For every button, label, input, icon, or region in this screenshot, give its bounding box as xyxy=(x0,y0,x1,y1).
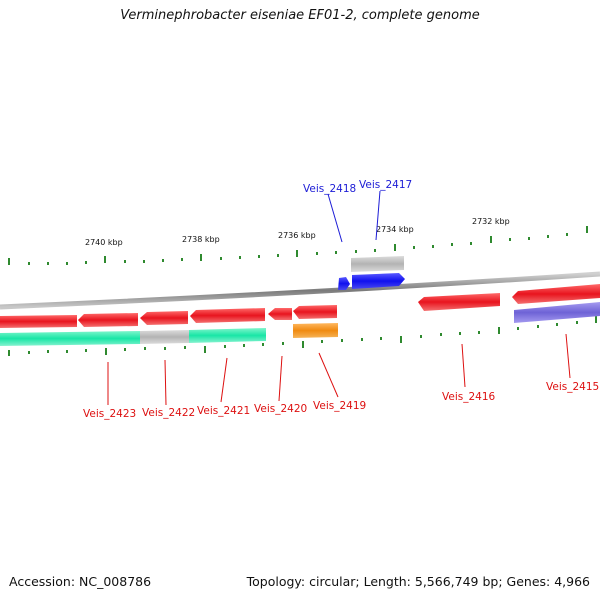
upper-tick-row xyxy=(8,226,588,265)
gene-veis-2421[interactable] xyxy=(140,311,188,325)
gene-veis-2420[interactable] xyxy=(268,308,292,320)
genome-stats: Topology: circular; Length: 5,566,749 bp… xyxy=(246,574,590,589)
scale-label-2734: 2734 kbp xyxy=(376,225,414,234)
gene-veis-2423-cyan[interactable] xyxy=(0,331,140,346)
gene-veis-2418[interactable] xyxy=(338,277,350,290)
scale-label-2738: 2738 kbp xyxy=(182,235,220,244)
gene-veis-2416[interactable] xyxy=(418,293,500,311)
label-veis-2423[interactable]: Veis_2423 xyxy=(83,408,136,420)
label-veis-2415[interactable]: Veis_2415 xyxy=(546,381,599,393)
label-veis-2416[interactable]: Veis_2416 xyxy=(442,391,496,403)
label-veis-2419[interactable]: Veis_2419 xyxy=(313,400,366,412)
leader-lines-bottom xyxy=(107,333,571,406)
gene-veis-2421-b[interactable] xyxy=(190,308,265,323)
gene-veis-2421-cyan[interactable] xyxy=(189,328,266,343)
label-veis-2418[interactable]: Veis_2418 xyxy=(303,183,356,195)
genome-backbone xyxy=(0,271,600,310)
genome-title: Verminephrobacter eiseniae EF01-2, compl… xyxy=(120,8,480,23)
scale-label-2740: 2740 kbp xyxy=(85,238,123,247)
scale-label-2736: 2736 kbp xyxy=(278,231,316,240)
label-veis-2420[interactable]: Veis_2420 xyxy=(254,403,307,415)
gene-veis-2419-red[interactable] xyxy=(293,305,337,319)
gene-veis-2415-red[interactable] xyxy=(512,284,600,304)
leader-lines-top xyxy=(327,190,381,243)
gene-veis-2422-grey[interactable] xyxy=(140,330,189,344)
gene-veis-2423[interactable] xyxy=(0,315,77,328)
label-veis-2421[interactable]: Veis_2421 xyxy=(197,405,250,417)
accession-label: Accession: NC_008786 xyxy=(9,574,152,589)
gene-veis-2415[interactable] xyxy=(514,302,600,323)
lower-tick-row xyxy=(8,316,597,356)
gene-veis-2417[interactable] xyxy=(352,273,405,289)
label-veis-2422[interactable]: Veis_2422 xyxy=(142,407,195,419)
scale-label-2732: 2732 kbp xyxy=(472,217,510,226)
gene-veis-2422[interactable] xyxy=(78,313,138,327)
label-veis-2417[interactable]: Veis_2417 xyxy=(359,179,412,191)
gene-veis-2417-alt[interactable] xyxy=(351,256,404,272)
gene-veis-2419[interactable] xyxy=(293,323,338,338)
